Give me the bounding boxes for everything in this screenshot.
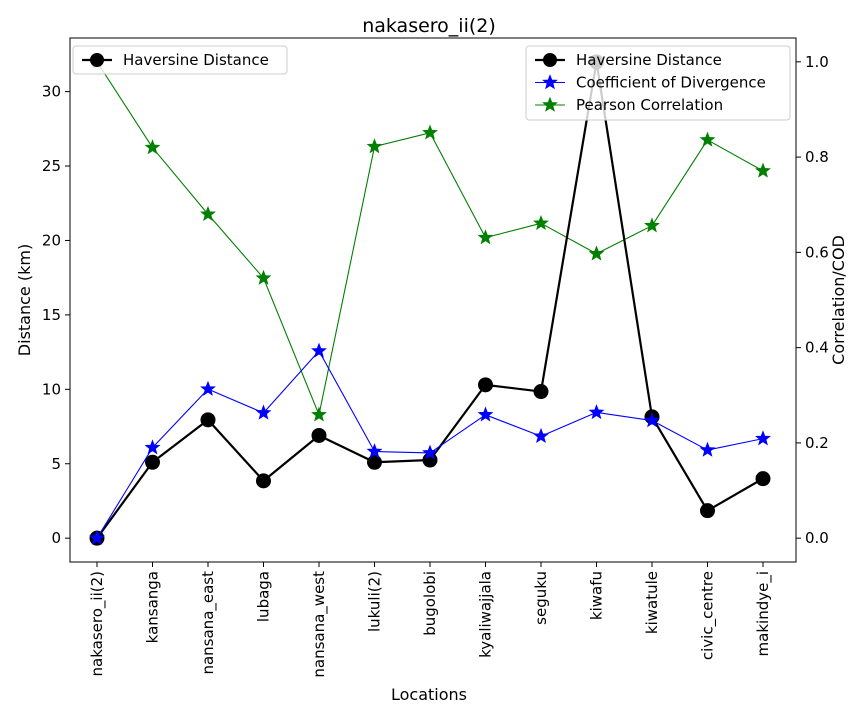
point-coefficient-of-divergence-kansanga	[144, 439, 161, 455]
x-axis-label: Locations	[391, 685, 467, 704]
x-tick-label-civic-centre: civic_centre	[699, 571, 718, 660]
legend-top-right: Haversine Distance Coefficient of Diverge…	[525, 45, 791, 121]
point-coefficient-of-divergence-nakasero-ii-2	[89, 529, 105, 545]
point-coefficient-of-divergence-nansana-east	[200, 380, 216, 396]
point-pearson-correlation-kiwatule	[644, 217, 660, 233]
y-right-tick-label: 0.2	[805, 434, 829, 452]
legend-top-left: Haversine Distance	[72, 45, 288, 75]
point-pearson-correlation-seguku	[533, 214, 549, 231]
point-haversine-distance-nansana-west	[311, 427, 327, 443]
chart-title: nakasero_ii(2)	[362, 15, 496, 37]
y-left-tick-label: 0	[51, 529, 61, 547]
point-coefficient-of-divergence-bugolobi	[422, 444, 438, 460]
point-coefficient-of-divergence-seguku	[533, 427, 549, 443]
point-haversine-distance-kyaliwajjala	[478, 377, 493, 393]
y-right-tick-label: 0.0	[805, 529, 829, 547]
point-pearson-correlation-nansana-west	[311, 406, 327, 422]
y-left-tick-label: 15	[42, 306, 61, 324]
legends: Haversine Distance Haversine Distance Coef…	[72, 45, 791, 121]
point-haversine-distance-lukuli-2	[367, 454, 382, 470]
point-pearson-correlation-nansana-east	[200, 205, 216, 221]
y-axis-left-label: Distance (km)	[15, 244, 34, 356]
point-pearson-correlation-kansanga	[144, 139, 161, 155]
legend-top-right-frame	[525, 45, 791, 121]
point-pearson-correlation-makindye-i	[755, 162, 771, 178]
x-tick-label-bugolobi: bugolobi	[421, 571, 439, 636]
point-coefficient-of-divergence-nansana-west	[311, 342, 327, 358]
x-tick-label-lubaga: lubaga	[255, 571, 273, 622]
legend-marker-pearson-correlation	[542, 96, 558, 112]
legend-label-haversine-distance: Haversine Distance	[576, 51, 722, 69]
y-left-tick-label: 30	[42, 83, 61, 101]
point-haversine-distance-civic-centre	[700, 503, 715, 519]
legend-top-left-frame	[72, 45, 288, 75]
point-coefficient-of-divergence-kyaliwajjala	[477, 406, 494, 422]
point-haversine-distance-makindye-i	[755, 471, 771, 487]
legend-marker-haversine-distance	[90, 53, 104, 67]
point-haversine-distance-seguku	[533, 384, 549, 400]
y-left-tick-label: 10	[42, 380, 61, 398]
series-coefficient-of-divergence	[89, 342, 771, 545]
point-pearson-correlation-lukuli-2	[366, 138, 383, 154]
legend-marker-haversine-distance	[543, 53, 557, 67]
y-right-tick-label: 1.0	[805, 53, 829, 71]
x-tick-label-kiwatule: kiwatule	[643, 571, 661, 634]
point-pearson-correlation-lubaga	[255, 269, 272, 285]
point-pearson-correlation-kyaliwajjala	[477, 229, 494, 245]
y-right-tick-label: 0.4	[805, 339, 829, 357]
series-pearson-correlation	[89, 53, 771, 422]
x-tick-label-kiwafu: kiwafu	[588, 571, 606, 620]
point-coefficient-of-divergence-lubaga	[255, 404, 272, 420]
point-pearson-correlation-kiwafu	[588, 245, 605, 261]
x-tick-label-nansana-west: nansana_west	[310, 571, 329, 678]
x-tick-label-seguku: seguku	[532, 571, 550, 625]
x-tick-label-makindye-i: makindye_i	[754, 571, 773, 656]
point-pearson-correlation-civic-centre	[699, 131, 716, 147]
legend-label-pearson-correlation: Pearson Correlation	[576, 96, 723, 114]
series-layer	[89, 53, 771, 546]
legend-marker-coefficient-of-divergence	[542, 74, 558, 90]
y-left-tick-label: 25	[42, 157, 61, 175]
y-left-tick-label: 5	[51, 455, 61, 473]
x-tick-label-nansana-east: nansana_east	[199, 571, 218, 675]
plot-frame	[69, 37, 797, 563]
legend-label-haversine-distance: Haversine Distance	[123, 51, 269, 69]
y-right-tick-label: 0.8	[805, 148, 829, 166]
y-left-tick-label: 20	[42, 231, 61, 249]
x-tick-label-nakasero-ii-2: nakasero_ii(2)	[88, 571, 107, 676]
point-coefficient-of-divergence-civic-centre	[699, 441, 716, 457]
axes: nakasero_ii(2) kansanga nansana_east lubaga…	[42, 37, 829, 678]
point-haversine-distance-lubaga	[256, 473, 271, 489]
point-pearson-correlation-bugolobi	[422, 124, 438, 140]
point-coefficient-of-divergence-lukuli-2	[366, 443, 383, 459]
y-right-tick-label: 0.6	[805, 243, 829, 261]
x-tick-label-kyaliwajjala: kyaliwajjala	[477, 571, 495, 658]
legend-label-coefficient-of-divergence: Coefficient of Divergence	[576, 74, 766, 92]
point-coefficient-of-divergence-makindye-i	[755, 430, 771, 446]
x-tick-label-lukuli-2: lukuli(2)	[366, 571, 384, 632]
x-tick-label-kansanga: kansanga	[144, 571, 162, 643]
point-coefficient-of-divergence-kiwatule	[644, 412, 660, 428]
point-haversine-distance-kansanga	[145, 454, 160, 470]
point-coefficient-of-divergence-kiwafu	[588, 404, 605, 420]
y-axis-right-label: Correlation/COD	[829, 235, 848, 365]
point-haversine-distance-nansana-east	[200, 412, 216, 428]
